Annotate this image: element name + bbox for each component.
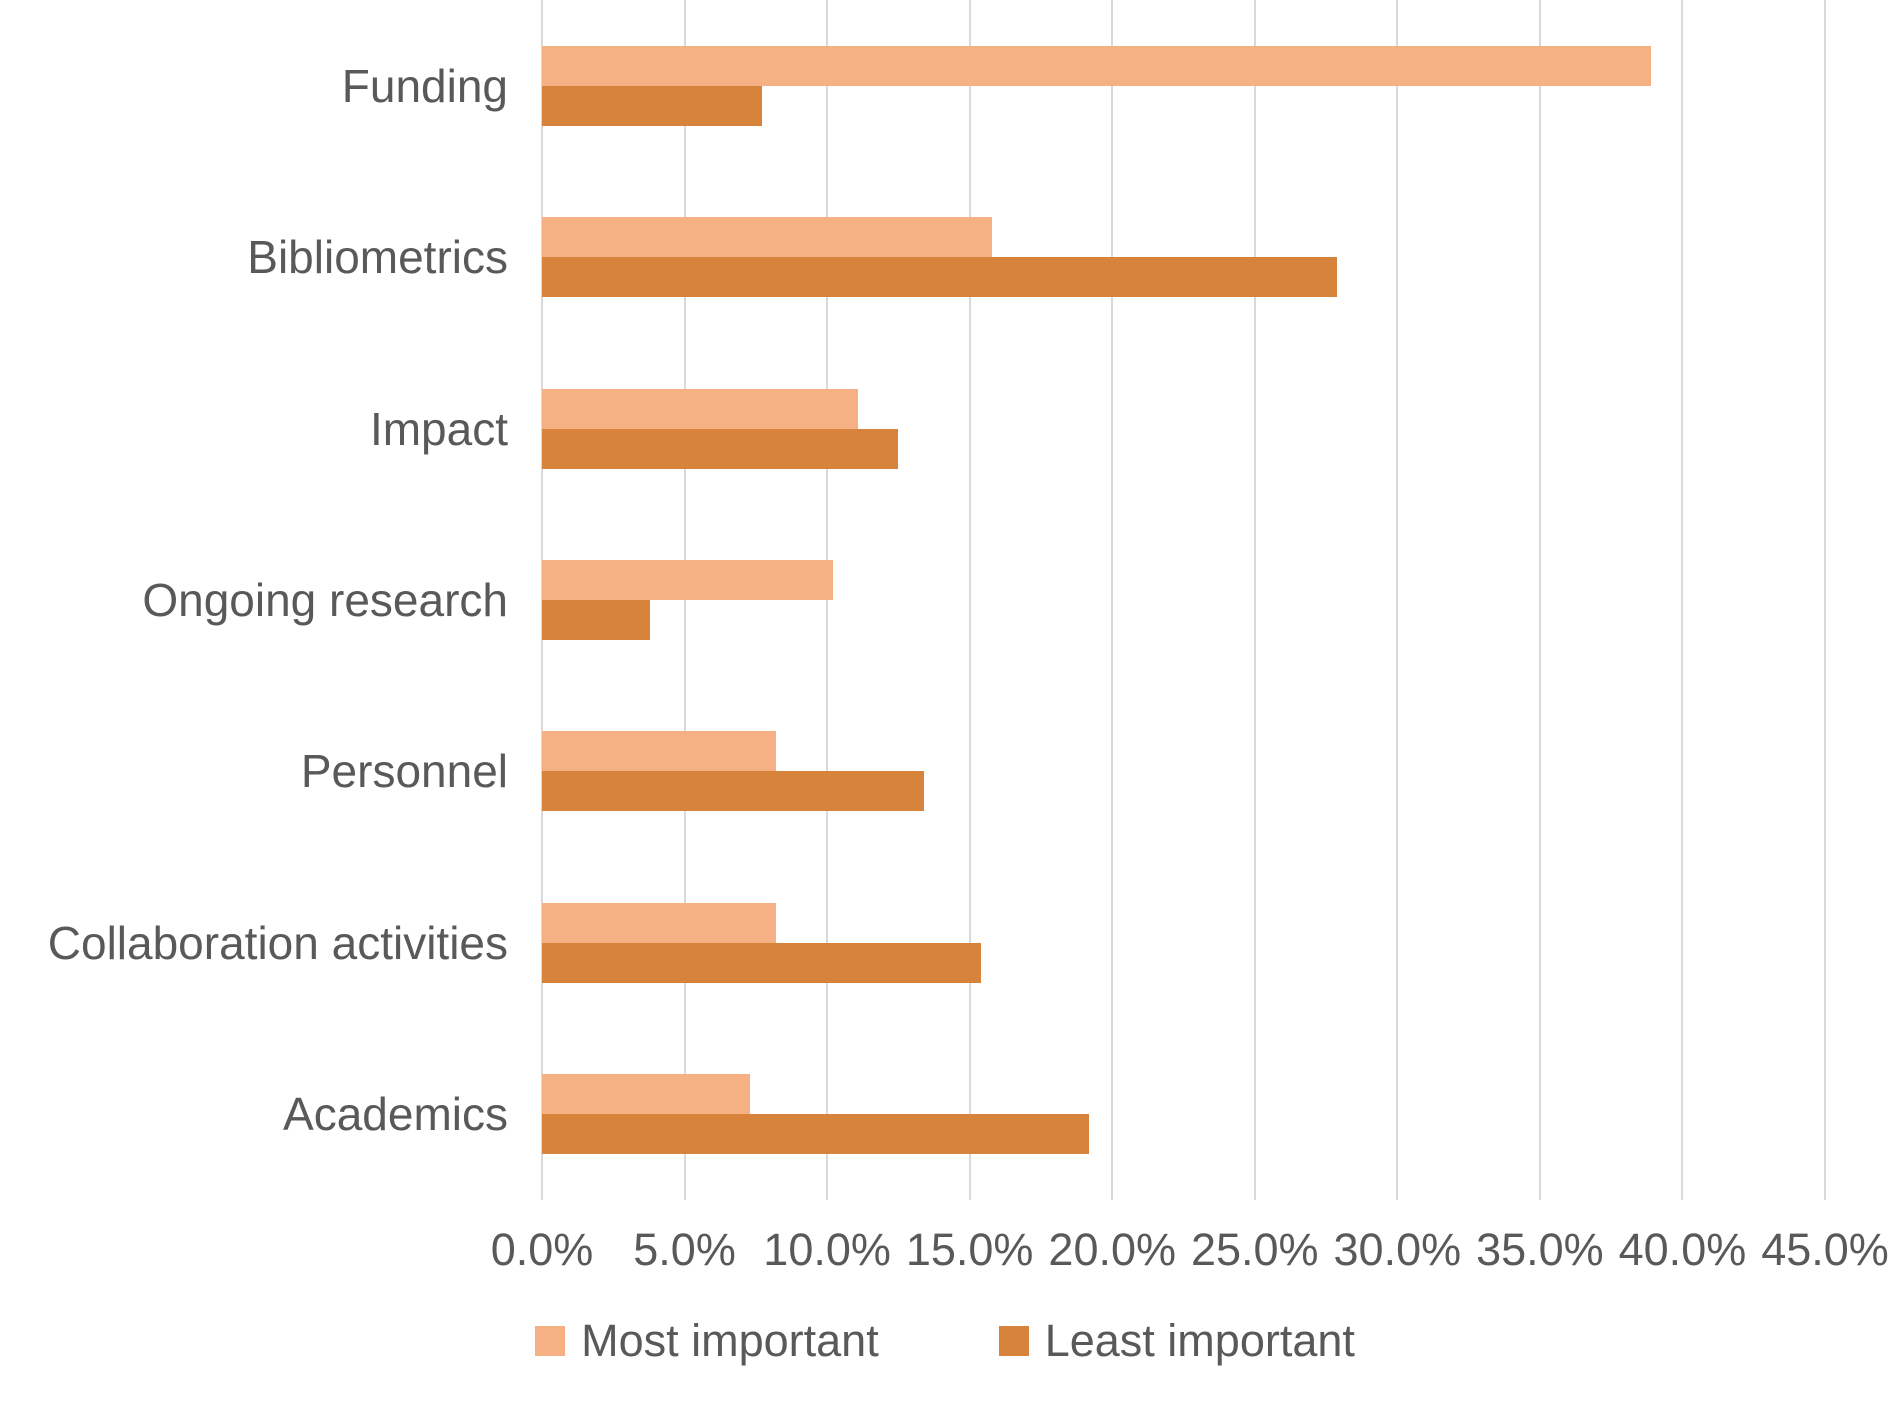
bar-most-important [542, 217, 993, 258]
bar-least-important [542, 257, 1338, 298]
gridline [1824, 0, 1826, 1200]
x-tick-label: 10.0% [763, 1224, 891, 1275]
gridline [826, 0, 829, 1200]
gridline [1681, 0, 1684, 1200]
gridline [968, 0, 971, 1200]
gridline [1111, 0, 1114, 1200]
category-label: Personnel [300, 745, 508, 798]
category-label: Ongoing research [142, 574, 508, 626]
bar-least-important [542, 85, 762, 126]
legend-label: Most important [581, 1315, 879, 1366]
x-tick-label: 30.0% [1333, 1224, 1462, 1275]
category-label: Impact [369, 402, 508, 455]
legend-label: Least important [1044, 1315, 1355, 1366]
gridline [1396, 0, 1399, 1200]
x-tick-label: 15.0% [905, 1224, 1034, 1275]
legend-swatch-least-important [998, 1325, 1029, 1356]
x-tick-label: 25.0% [1190, 1224, 1319, 1275]
bar-most-important [542, 45, 1652, 86]
category-label: Funding [341, 59, 508, 112]
bar-most-important [542, 731, 776, 772]
category-label: Collaboration activities [47, 916, 508, 969]
x-tick-label: 45.0% [1761, 1224, 1889, 1275]
x-tick-label: 40.0% [1618, 1224, 1747, 1275]
x-tick-label: 20.0% [1048, 1224, 1177, 1275]
legend-item-least-important: Least important [998, 1315, 1355, 1366]
gridline [683, 0, 686, 1200]
gridline [1538, 0, 1541, 1200]
bar-least-important [542, 428, 899, 469]
bar-least-important [542, 600, 651, 640]
plot-area [541, 0, 1826, 1200]
category-label: Bibliometrics [247, 231, 508, 284]
x-tick-label: 5.0% [633, 1224, 736, 1275]
legend: Most important Least important [0, 1318, 1890, 1363]
bar-most-important [542, 560, 833, 600]
bar-least-important [542, 1114, 1090, 1155]
category-label: Academics [283, 1088, 508, 1141]
x-tick-label: 0.0% [490, 1224, 594, 1275]
legend-item-most-important: Most important [535, 1318, 879, 1363]
bar-least-important [542, 942, 982, 983]
bar-least-important [542, 771, 925, 812]
x-tick-label: 35.0% [1476, 1224, 1604, 1275]
bar-most-important [542, 902, 776, 943]
legend-swatch-most-important [535, 1325, 566, 1356]
gridline [1253, 0, 1256, 1200]
bar-most-important [542, 388, 859, 429]
bar-most-important [542, 1074, 751, 1115]
